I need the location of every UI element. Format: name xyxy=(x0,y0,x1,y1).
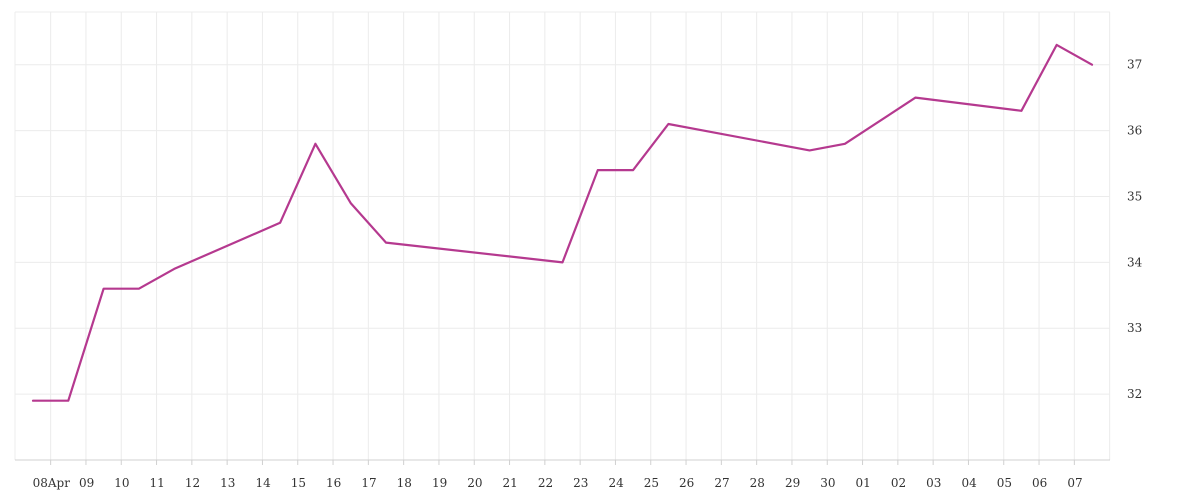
x-tick-label: 01 xyxy=(856,476,871,490)
series-group xyxy=(31,43,1094,402)
y-tick-label: 37 xyxy=(1127,58,1142,72)
x-tick-label: 05 xyxy=(997,476,1012,490)
x-tick-label: 30 xyxy=(820,476,835,490)
y-tick-label: 35 xyxy=(1127,189,1142,203)
y-tick-label: 36 xyxy=(1127,124,1142,138)
x-tick-label: 13 xyxy=(220,476,235,490)
x-tick-label: 21 xyxy=(503,476,518,490)
x-tick-label: 28 xyxy=(750,476,765,490)
x-tick-label: 25 xyxy=(644,476,659,490)
x-tick-label: 08Apr xyxy=(33,476,71,490)
x-tick-label: 09 xyxy=(79,476,94,490)
series-line xyxy=(31,43,1094,402)
y-tick-label: 34 xyxy=(1127,255,1143,269)
x-tick-label: 04 xyxy=(961,476,977,490)
x-tick-label: 02 xyxy=(891,476,906,490)
x-tick-label: 11 xyxy=(150,476,165,490)
x-tick-label: 23 xyxy=(573,476,588,490)
y-tick-label: 32 xyxy=(1127,387,1142,401)
x-tick-label: 26 xyxy=(679,476,694,490)
x-tick-label: 14 xyxy=(255,476,271,490)
x-tick-label: 07 xyxy=(1067,476,1082,490)
x-tick-label: 10 xyxy=(114,476,129,490)
y-tick-label: 33 xyxy=(1127,321,1142,335)
x-tick-label: 22 xyxy=(538,476,553,490)
x-tick-label: 12 xyxy=(185,476,200,490)
x-tick-label: 27 xyxy=(714,476,729,490)
x-tick-label: 03 xyxy=(926,476,941,490)
x-tick-label: 29 xyxy=(785,476,800,490)
x-tick-label: 20 xyxy=(467,476,482,490)
x-tick-label: 24 xyxy=(608,476,624,490)
grid xyxy=(14,11,1111,460)
y-axis-ticks: 32 33 34 35 36 37 xyxy=(1127,58,1143,401)
x-axis-ticks: 08Apr 09 10 11 12 13 14 15 16 17 18 19 20 21 22 23 24 25 2… xyxy=(33,460,1083,490)
x-tick-label: 19 xyxy=(432,476,447,490)
x-tick-label: 06 xyxy=(1032,476,1047,490)
x-tick-label: 16 xyxy=(326,476,341,490)
x-tick-label: 18 xyxy=(397,476,412,490)
x-tick-label: 17 xyxy=(361,476,376,490)
x-tick-label: 15 xyxy=(291,476,306,490)
